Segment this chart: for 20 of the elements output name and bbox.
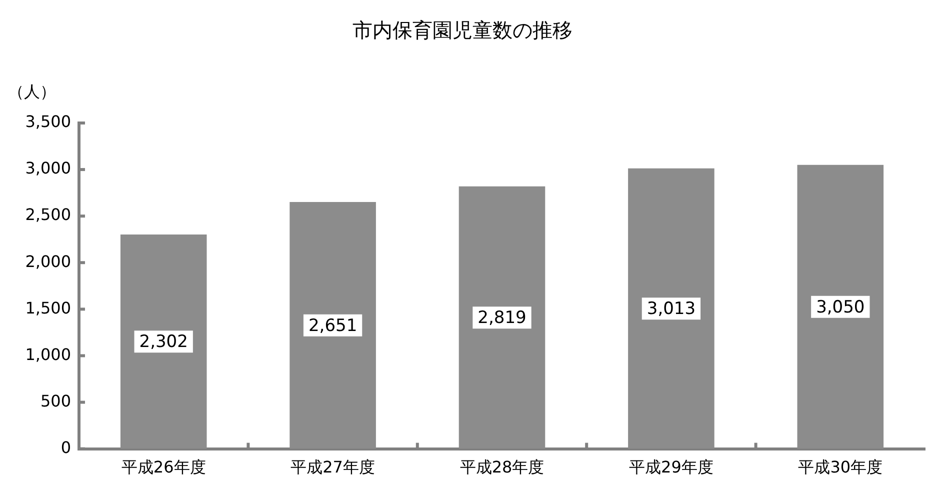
data-label: 2,302 [139, 332, 188, 352]
data-label: 3,050 [816, 297, 865, 318]
y-tick-label: 3,000 [25, 158, 71, 178]
data-label: 3,013 [646, 298, 696, 319]
x-tick-label: 平成29年度 [629, 458, 714, 477]
data-label: 2,819 [478, 308, 526, 328]
x-tick-label: 平成27年度 [290, 458, 375, 477]
y-axis-title: （人） [8, 82, 56, 102]
y-tick-label: 0 [60, 438, 71, 457]
chart-title: 市内保育園児童数の推移 [352, 18, 572, 42]
y-tick-label: 3,500 [25, 112, 71, 132]
data-label: 2,651 [308, 316, 358, 336]
y-tick-label: 500 [40, 391, 71, 410]
y-tick-label: 1,500 [25, 298, 71, 318]
x-tick-label: 平成30年度 [798, 458, 883, 477]
y-tick-label: 2,500 [25, 205, 71, 224]
y-tick-label: 1,000 [25, 344, 71, 364]
x-tick-label: 平成28年度 [460, 458, 544, 477]
x-tick-label: 平成26年度 [121, 458, 206, 477]
y-tick-label: 2,000 [25, 252, 71, 271]
